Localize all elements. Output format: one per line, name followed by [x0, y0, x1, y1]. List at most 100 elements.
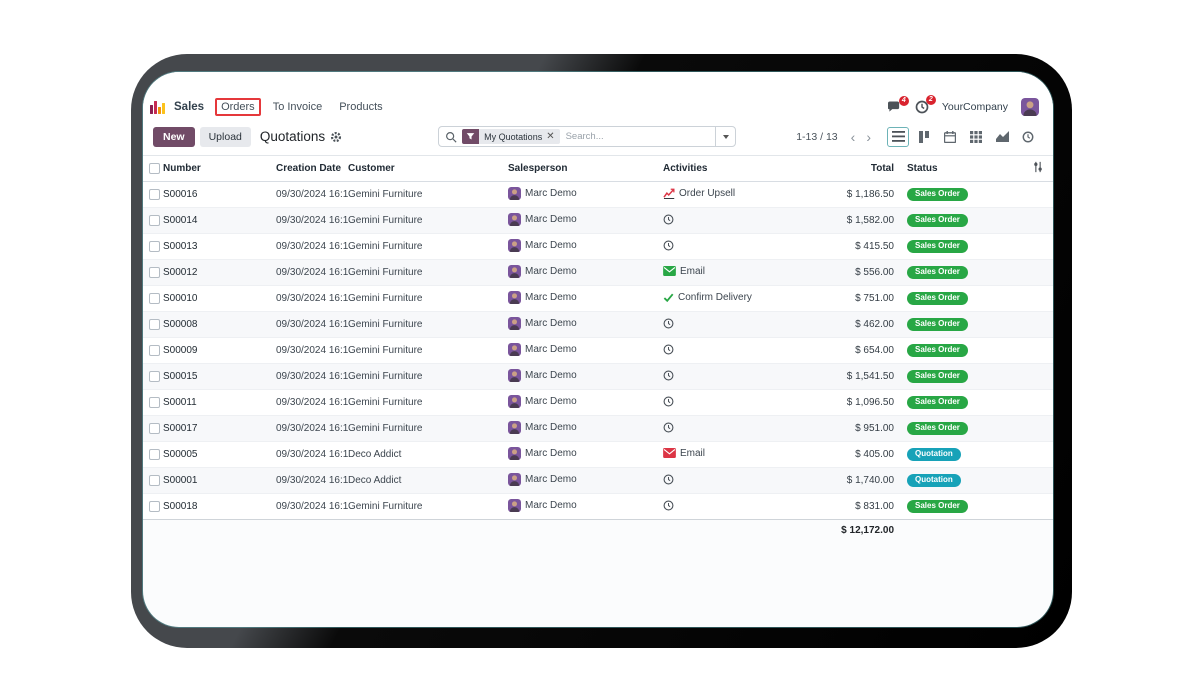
salesperson: Marc Demo	[508, 468, 663, 494]
view-graph-icon[interactable]	[991, 127, 1013, 147]
select-all-checkbox[interactable]	[149, 162, 160, 174]
messages-count-badge: 4	[898, 95, 909, 106]
activity-cell[interactable]	[663, 312, 813, 338]
nav-item-orders[interactable]: Orders	[215, 98, 261, 116]
company-switcher[interactable]: YourCompany	[941, 101, 1008, 113]
column-header-total[interactable]: Total	[813, 155, 900, 182]
pager-next-icon[interactable]: ›	[866, 128, 871, 145]
order-total: $ 751.00	[855, 293, 894, 304]
table-row[interactable]: S00005 09/30/2024 16:11:36Deco Addict Marc…	[143, 441, 1053, 468]
activity-cell[interactable]	[663, 364, 813, 390]
activity-cell[interactable]: Email	[663, 442, 813, 468]
customer: Gemini Furniture	[348, 423, 423, 434]
activity-cell[interactable]: Email	[663, 260, 813, 286]
order-total: $ 1,541.50	[846, 371, 894, 382]
table-row[interactable]: S00011 09/30/2024 16:11:36Gemini Furnitur…	[143, 389, 1053, 416]
activity-clock-icon	[663, 370, 674, 380]
order-number: S00010	[163, 293, 198, 304]
column-header-salesperson[interactable]: Salesperson	[508, 155, 663, 182]
activity-cell[interactable]	[663, 468, 813, 494]
device-frame: Sales Orders To Invoice Products 4 2 You…	[131, 54, 1072, 648]
order-total: $ 1,740.00	[846, 475, 894, 486]
column-header-activities[interactable]: Activities	[663, 155, 813, 182]
table-row[interactable]: S00010 09/30/2024 16:11:36Gemini Furnitur…	[143, 285, 1053, 312]
table-row[interactable]: S00008 09/30/2024 16:11:36Gemini Furnitur…	[143, 311, 1053, 338]
view-pivot-icon[interactable]	[965, 127, 987, 147]
activity-clock-icon	[663, 474, 674, 484]
activity-cell[interactable]: Order Upsell	[663, 182, 813, 208]
table-row[interactable]: S00013 09/30/2024 16:11:36Gemini Furnitur…	[143, 233, 1053, 260]
order-number: S00005	[163, 449, 198, 460]
new-button[interactable]: New	[153, 126, 195, 147]
status-badge: Sales Order	[900, 338, 1006, 364]
row-checkbox[interactable]	[149, 422, 160, 434]
activities-icon[interactable]: 2	[915, 95, 936, 114]
table-row[interactable]: S00014 09/30/2024 16:11:36Gemini Furnitur…	[143, 207, 1053, 234]
activity-cell[interactable]	[663, 234, 813, 260]
activity-cell[interactable]	[663, 338, 813, 364]
view-activity-icon[interactable]	[1017, 127, 1039, 147]
salesperson-avatar	[508, 498, 521, 512]
salesperson-avatar	[508, 394, 521, 408]
email-icon	[663, 448, 676, 459]
customer: Gemini Furniture	[348, 267, 423, 278]
table-row[interactable]: S00001 09/30/2024 16:11:36Deco Addict Marc…	[143, 467, 1053, 494]
search-bar[interactable]: My Quotations ✕	[438, 126, 737, 147]
row-checkbox[interactable]	[149, 214, 160, 226]
customer: Deco Addict	[348, 475, 402, 486]
table-row[interactable]: S00017 09/30/2024 16:11:36Gemini Furnitur…	[143, 415, 1053, 442]
activity-cell[interactable]	[663, 494, 813, 520]
activities-count-badge: 2	[925, 95, 936, 105]
view-calendar-icon[interactable]	[939, 127, 961, 147]
status-badge: Quotation	[900, 468, 1006, 494]
column-header-number[interactable]: Number	[163, 155, 276, 182]
search-input[interactable]	[559, 131, 716, 142]
view-list-icon[interactable]	[887, 126, 909, 147]
row-checkbox[interactable]	[149, 240, 160, 252]
nav-item-products[interactable]: Products	[339, 101, 383, 113]
table-row[interactable]: S00015 09/30/2024 16:11:36Gemini Furnitur…	[143, 363, 1053, 390]
activity-cell[interactable]	[663, 390, 813, 416]
nav-item-to-invoice[interactable]: To Invoice	[272, 101, 323, 113]
optional-columns-icon[interactable]	[1032, 161, 1044, 173]
activity-cell[interactable]: Confirm Delivery	[663, 286, 813, 312]
activity-cell[interactable]	[663, 208, 813, 234]
pager-prev-icon[interactable]: ‹	[850, 128, 856, 145]
nav-app-sales[interactable]: Sales	[174, 101, 205, 113]
row-checkbox[interactable]	[149, 344, 160, 356]
table-row[interactable]: S00016 09/30/2024 16:11:36Gemini Furnitur…	[143, 182, 1053, 208]
row-checkbox[interactable]	[149, 318, 160, 330]
salesperson-avatar	[508, 238, 521, 252]
activity-clock-icon	[663, 344, 674, 354]
salesperson: Marc Demo	[508, 494, 663, 520]
upload-button[interactable]: Upload	[199, 126, 251, 147]
row-checkbox[interactable]	[149, 370, 160, 382]
customer: Gemini Furniture	[348, 345, 423, 356]
messages-icon[interactable]: 4	[887, 95, 909, 114]
search-dropdown-caret[interactable]	[715, 127, 735, 146]
sales-app-icon[interactable]	[150, 100, 165, 114]
row-checkbox[interactable]	[149, 500, 160, 512]
table-row[interactable]: S00018 09/30/2024 16:11:36Gemini Furnitur…	[143, 493, 1053, 520]
row-checkbox[interactable]	[149, 396, 160, 408]
row-checkbox[interactable]	[149, 266, 160, 278]
row-checkbox[interactable]	[149, 448, 160, 460]
status-badge: Sales Order	[900, 234, 1006, 260]
column-header-customer[interactable]: Customer	[348, 155, 508, 182]
table-row[interactable]: S00009 09/30/2024 16:11:36Gemini Furnitur…	[143, 337, 1053, 364]
salesperson-avatar	[508, 186, 521, 200]
row-checkbox[interactable]	[149, 292, 160, 304]
facet-remove-icon[interactable]: ✕	[546, 130, 555, 142]
customer: Gemini Furniture	[348, 241, 423, 252]
view-kanban-icon[interactable]	[913, 127, 935, 147]
gear-icon[interactable]	[330, 131, 342, 143]
user-avatar[interactable]	[1021, 98, 1039, 116]
row-checkbox[interactable]	[149, 474, 160, 486]
table-row[interactable]: S00012 09/30/2024 16:11:36Gemini Furnitur…	[143, 259, 1053, 286]
row-checkbox[interactable]	[149, 188, 160, 200]
search-facet[interactable]: My Quotations ✕	[462, 129, 560, 144]
activity-cell[interactable]	[663, 416, 813, 442]
column-header-status[interactable]: Status	[900, 155, 1006, 182]
customer: Gemini Furniture	[348, 189, 423, 200]
column-header-creation-date[interactable]: Creation Date	[276, 155, 348, 182]
